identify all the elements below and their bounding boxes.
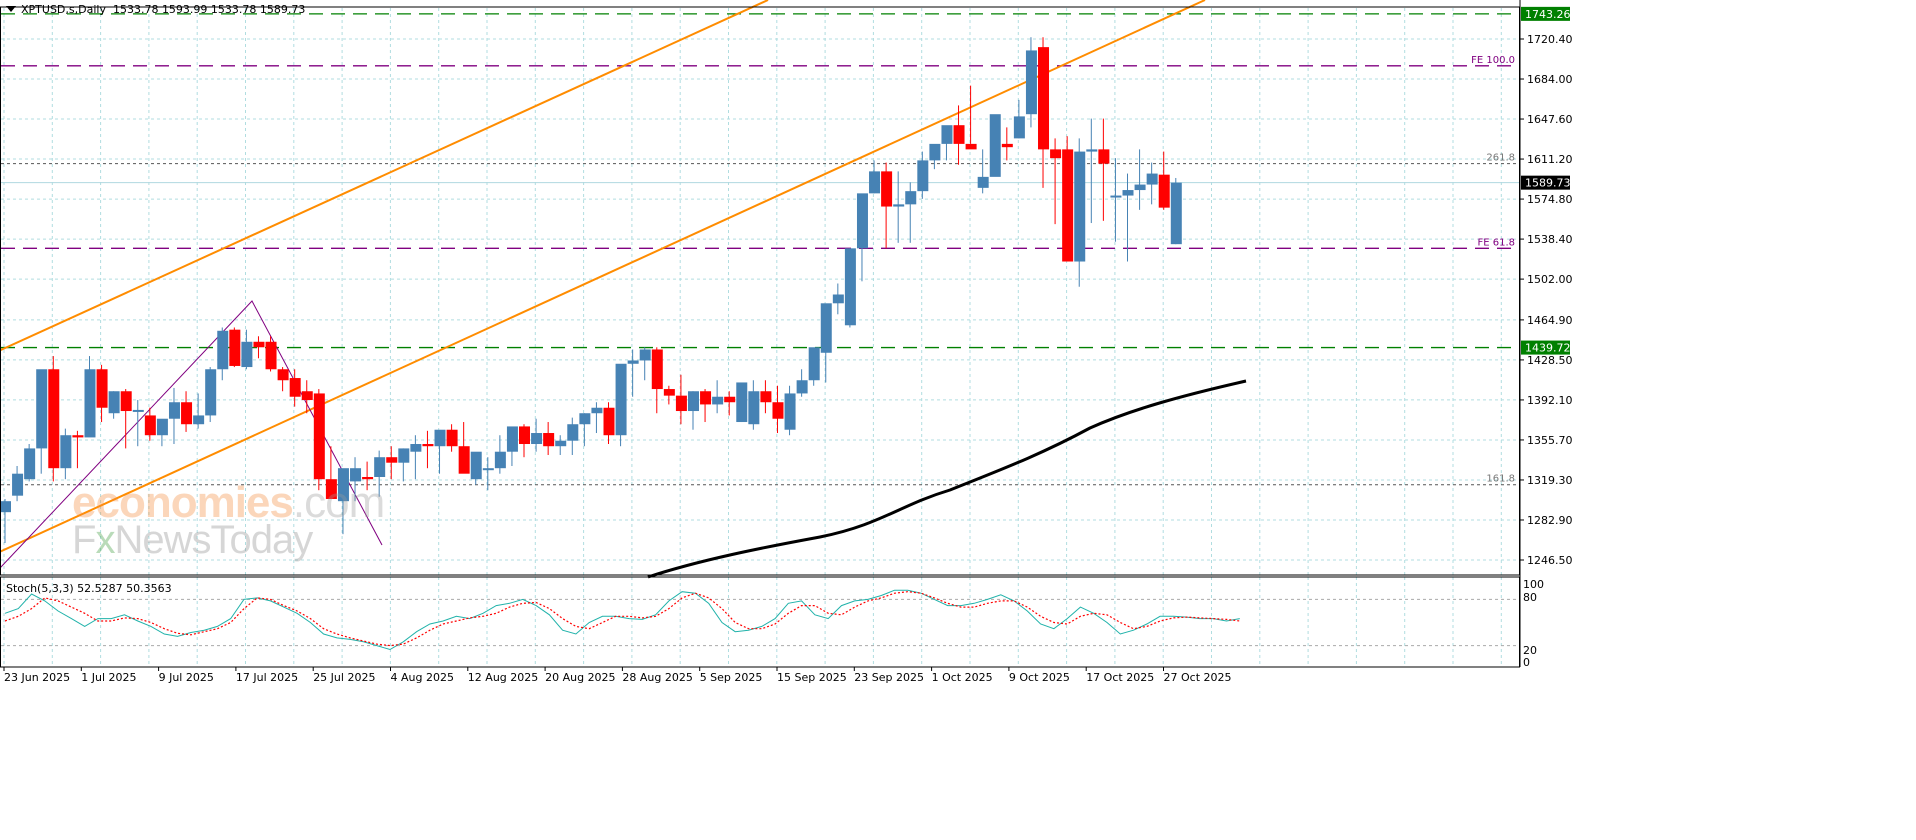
trend-channel — [0, 0, 1206, 553]
svg-text:FE 100.0: FE 100.0 — [1471, 55, 1515, 66]
svg-text:25 Jul 2025: 25 Jul 2025 — [313, 671, 375, 684]
svg-text:9 Oct 2025: 9 Oct 2025 — [1009, 671, 1070, 684]
svg-text:1392.10: 1392.10 — [1527, 394, 1573, 407]
svg-text:FE 61.8: FE 61.8 — [1477, 237, 1515, 248]
svg-text:28 Aug 2025: 28 Aug 2025 — [622, 671, 692, 684]
svg-text:0: 0 — [1523, 656, 1530, 669]
svg-text:17 Jul 2025: 17 Jul 2025 — [236, 671, 298, 684]
svg-text:1355.70: 1355.70 — [1527, 434, 1573, 447]
svg-text:261.8: 261.8 — [1486, 153, 1515, 164]
svg-text:1464.90: 1464.90 — [1527, 314, 1573, 327]
svg-text:27 Oct 2025: 27 Oct 2025 — [1164, 671, 1232, 684]
svg-text:1720.40: 1720.40 — [1527, 33, 1573, 46]
svg-text:15 Sep 2025: 15 Sep 2025 — [777, 671, 847, 684]
grid — [1, 8, 1519, 667]
watermark-economies: economies.com — [72, 478, 385, 527]
candlesticks — [0, 37, 1182, 543]
svg-text:1428.50: 1428.50 — [1527, 354, 1573, 367]
stochastic-oscillator — [1, 589, 1519, 651]
symbol-label: XPTUSD,s,Daily — [21, 3, 106, 16]
svg-text:1538.40: 1538.40 — [1527, 233, 1573, 246]
svg-text:80: 80 — [1523, 591, 1537, 604]
svg-text:20 Aug 2025: 20 Aug 2025 — [545, 671, 615, 684]
stochastic-label: Stoch(5,3,3) 52.5287 50.3563 — [6, 582, 172, 595]
svg-text:12 Aug 2025: 12 Aug 2025 — [468, 671, 538, 684]
svg-text:1282.90: 1282.90 — [1527, 514, 1573, 527]
svg-text:1246.50: 1246.50 — [1527, 554, 1573, 567]
svg-text:1743.26: 1743.26 — [1525, 8, 1571, 21]
svg-text:1 Jul 2025: 1 Jul 2025 — [81, 671, 136, 684]
svg-text:5 Sep 2025: 5 Sep 2025 — [700, 671, 763, 684]
svg-text:1574.80: 1574.80 — [1527, 193, 1573, 206]
watermark-fxnewstoday: FxNewsToday — [72, 518, 313, 562]
svg-text:1684.00: 1684.00 — [1527, 73, 1573, 86]
svg-text:1647.60: 1647.60 — [1527, 113, 1573, 126]
svg-text:4 Aug 2025: 4 Aug 2025 — [391, 671, 454, 684]
svg-text:17 Oct 2025: 17 Oct 2025 — [1086, 671, 1154, 684]
moving-average-line — [647, 379, 1247, 579]
svg-text:1439.72: 1439.72 — [1525, 342, 1571, 355]
svg-text:1611.20: 1611.20 — [1527, 153, 1573, 166]
svg-text:23 Sep 2025: 23 Sep 2025 — [854, 671, 924, 684]
svg-text:1502.00: 1502.00 — [1527, 273, 1573, 286]
svg-text:161.8: 161.8 — [1486, 474, 1515, 485]
svg-text:100: 100 — [1523, 578, 1544, 591]
svg-text:23 Jun 2025: 23 Jun 2025 — [4, 671, 70, 684]
ohlc-values: 1533.78 1593.99 1533.78 1589.73 — [112, 3, 306, 16]
fibo-expansion-zigzag — [0, 300, 383, 569]
svg-text:1589.73: 1589.73 — [1525, 177, 1571, 190]
horizontal-levels: FE 100.0 FE 61.8 261.8 161.8 — [1, 13, 1519, 486]
svg-text:1319.30: 1319.30 — [1527, 474, 1573, 487]
svg-text:9 Jul 2025: 9 Jul 2025 — [159, 671, 214, 684]
svg-text:20: 20 — [1523, 644, 1537, 657]
collapse-triangle-icon[interactable] — [6, 6, 16, 12]
svg-text:1 Oct 2025: 1 Oct 2025 — [932, 671, 993, 684]
chart-title[interactable]: XPTUSD,s,Daily 1533.78 1593.99 1533.78 1… — [6, 3, 305, 16]
